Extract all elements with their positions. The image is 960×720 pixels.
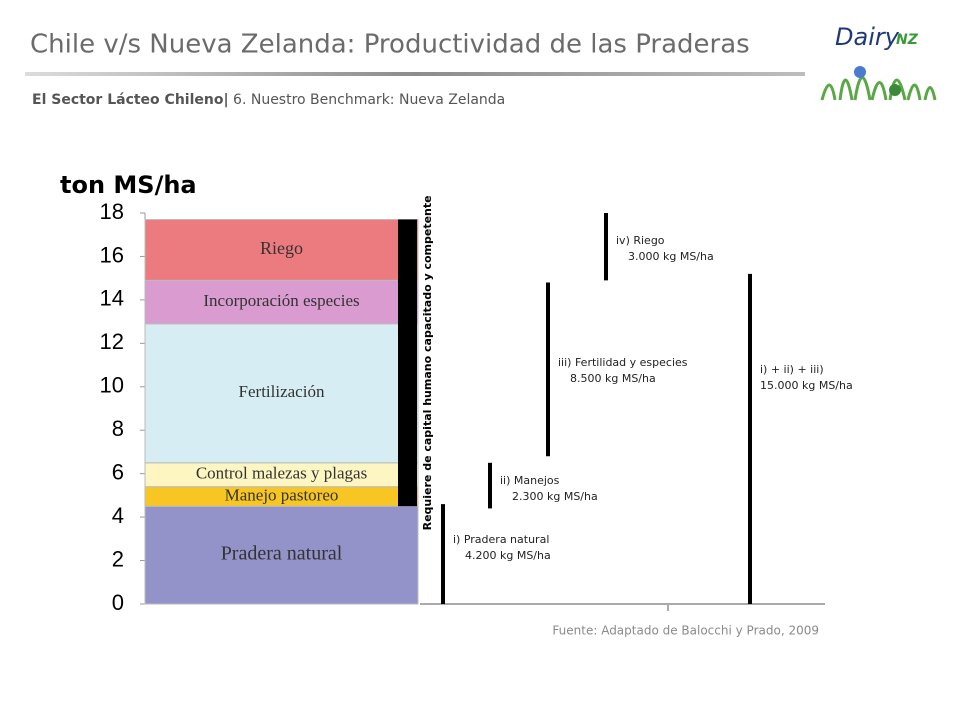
range-amount: 4.200 kg MS/ha [465, 549, 551, 562]
subtitle-bold: El Sector Lácteo Chileno| [32, 92, 229, 108]
bar-segment [144, 219, 419, 281]
y-tick-label: 4 [112, 503, 124, 528]
y-tick-label: 14 [100, 286, 124, 311]
range-amount: 8.500 kg MS/ha [570, 372, 656, 385]
range-label: iii) Fertilidad y especies [558, 356, 688, 369]
range-amount: 15.000 kg MS/ha [760, 379, 853, 392]
y-tick-label: 8 [112, 416, 124, 441]
subtitle: El Sector Lácteo Chileno| 6. Nuestro Ben… [32, 92, 505, 108]
y-tick-label: 16 [100, 242, 124, 267]
logo: Dairy NZ [820, 23, 937, 101]
logo-grass [820, 76, 937, 101]
y-axis-label: ton MS/ha [60, 171, 197, 199]
range-label: i) + ii) + iii) [760, 363, 824, 376]
segment-label: Riego [260, 238, 303, 258]
range-amount: 3.000 kg MS/ha [628, 250, 714, 263]
y-tick-label: 2 [112, 546, 124, 571]
title: Chile v/s Nueva Zelanda: Productividad d… [30, 30, 750, 60]
source: Fuente: Adaptado de Balocchi y Prado, 20… [552, 624, 819, 638]
y-tick-label: 6 [112, 459, 124, 484]
y-tick-label: 12 [100, 329, 124, 354]
y-tick-label: 10 [100, 373, 124, 398]
bar-segment [144, 505, 419, 605]
segment-label: Manejo pastoreo [225, 485, 339, 504]
range-label: i) Pradera natural [453, 533, 549, 546]
range-label: ii) Manejos [500, 474, 560, 487]
header-rule [25, 72, 805, 76]
segment-label: Control malezas y plagas [196, 464, 367, 483]
bracket-label: Requiere de capital humano capacitado y … [421, 195, 434, 530]
logo-leaf [889, 84, 901, 96]
segment-label: Incorporación especies [203, 291, 359, 310]
bracket-bar [398, 219, 417, 507]
segment-label: Pradera natural [221, 543, 343, 565]
range-amount: 2.300 kg MS/ha [512, 490, 598, 503]
y-tick-label: 18 [100, 199, 124, 224]
range-label: iv) Riego [616, 234, 665, 247]
bar-segment [144, 323, 419, 464]
bar-segment [144, 279, 419, 325]
subtitle-rest: 6. Nuestro Benchmark: Nueva Zelanda [229, 92, 506, 108]
logo-flower [854, 66, 866, 78]
logo-sub: NZ [896, 32, 919, 48]
segment-label: Fertilización [239, 382, 325, 401]
y-tick-label: 0 [112, 590, 124, 615]
logo-main: Dairy [835, 23, 900, 51]
